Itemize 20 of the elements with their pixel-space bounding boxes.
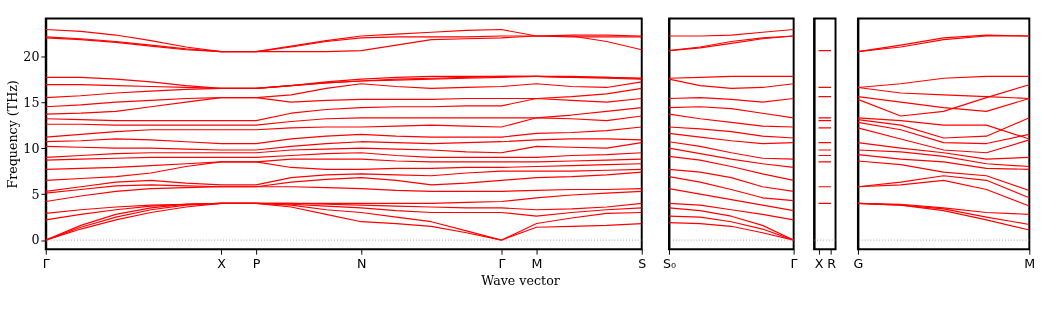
- x-tick-label: X: [217, 256, 227, 272]
- x-tick-label: G: [853, 256, 864, 272]
- x-tick-label: X: [814, 256, 824, 272]
- x-axis-title: Wave vector: [481, 273, 561, 289]
- x-tick-label: R: [827, 256, 837, 272]
- x-tick-label: P: [252, 256, 261, 272]
- y-tick-label: 10: [23, 140, 40, 156]
- x-tick-label: Γ: [790, 256, 798, 272]
- y-tick-label: 20: [23, 48, 40, 64]
- x-tick-label: S: [638, 256, 647, 272]
- y-tick-label: 0: [31, 232, 40, 248]
- x-tick-label: N: [357, 256, 367, 272]
- x-tick-label: M: [1024, 256, 1036, 272]
- x-tick-label: S₀: [662, 256, 677, 272]
- x-tick-label: M: [531, 256, 543, 272]
- x-tick-label: Γ: [498, 256, 506, 272]
- y-tick-label: 5: [31, 186, 40, 202]
- y-axis-title: Frequency (THz): [4, 80, 20, 189]
- y-tick-label: 15: [23, 94, 40, 110]
- x-tick-label: Γ: [42, 256, 50, 272]
